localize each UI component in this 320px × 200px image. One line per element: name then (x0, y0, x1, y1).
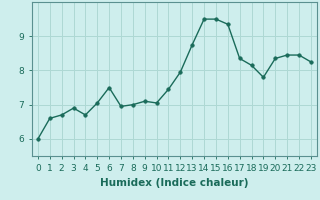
X-axis label: Humidex (Indice chaleur): Humidex (Indice chaleur) (100, 178, 249, 188)
